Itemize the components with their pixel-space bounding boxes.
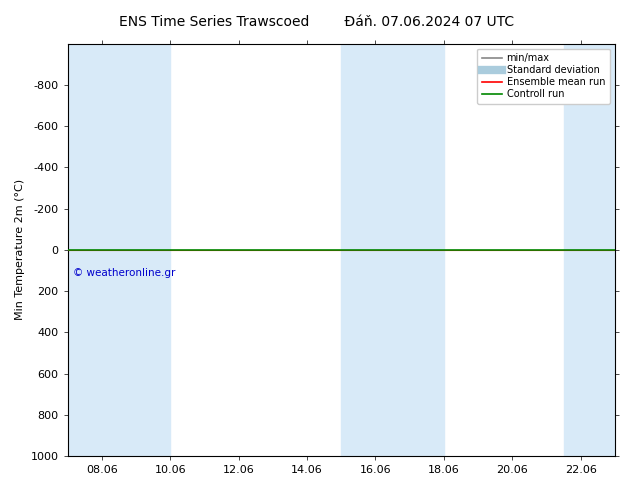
Text: ENS Time Series Trawscoed        Đáň. 07.06.2024 07 UTC: ENS Time Series Trawscoed Đáň. 07.06.202… <box>119 15 515 29</box>
Bar <box>392 44 444 456</box>
Bar <box>564 44 615 456</box>
Legend: min/max, Standard deviation, Ensemble mean run, Controll run: min/max, Standard deviation, Ensemble me… <box>477 49 610 104</box>
Y-axis label: Min Temperature 2m (°C): Min Temperature 2m (°C) <box>15 179 25 320</box>
Text: © weatheronline.gr: © weatheronline.gr <box>73 269 176 278</box>
Bar <box>68 44 119 456</box>
Bar <box>341 44 392 456</box>
Bar <box>119 44 170 456</box>
